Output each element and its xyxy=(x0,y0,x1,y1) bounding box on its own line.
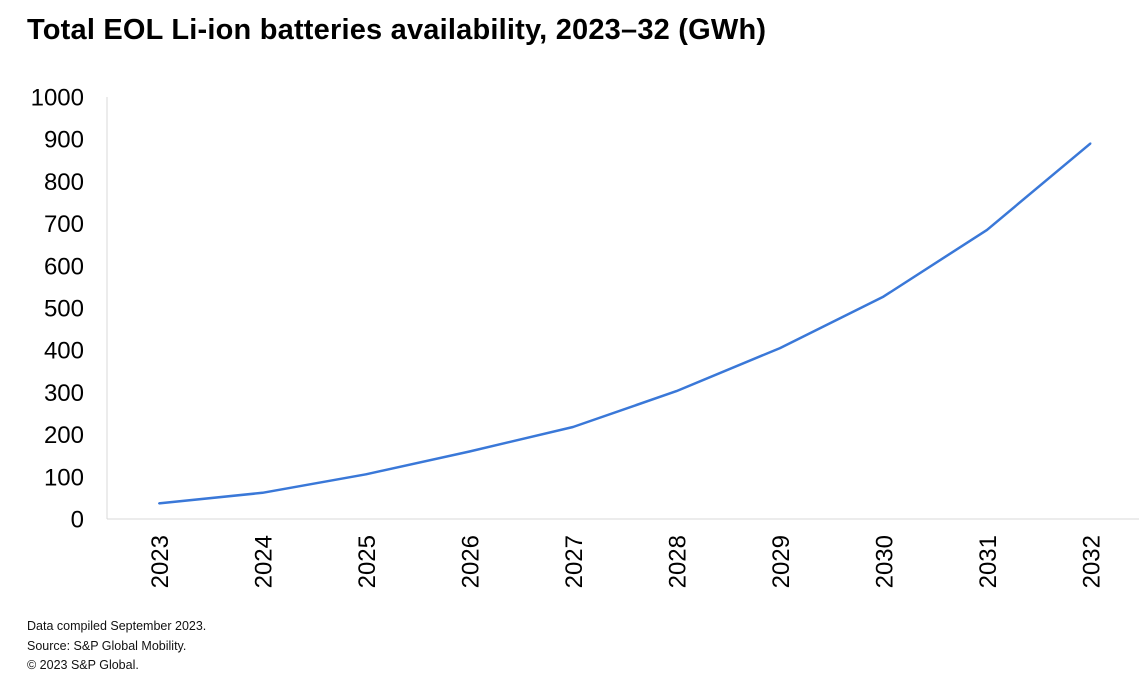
y-tick-label: 100 xyxy=(44,464,84,491)
y-tick-label: 700 xyxy=(44,211,84,238)
data-point xyxy=(365,473,367,476)
data-point xyxy=(468,450,471,453)
x-tick-label: 2032 xyxy=(1079,535,1106,588)
data-point xyxy=(261,491,264,494)
y-tick-label: 500 xyxy=(44,296,84,323)
data-point xyxy=(572,426,574,429)
footnote-source: Source: S&P Global Mobility. xyxy=(27,638,187,653)
data-point xyxy=(158,502,160,505)
footnotes: Data compiled September 2023. Source: S&… xyxy=(27,617,206,676)
data-point xyxy=(779,347,781,350)
y-axis: 0 100 200 300 400 500 600 700 800 900 1000 xyxy=(31,85,108,534)
data-point xyxy=(1089,142,1092,145)
y-tick-label: 300 xyxy=(44,380,84,407)
footnote-copyright: © 2023 S&P Global. xyxy=(27,658,139,672)
y-tick-label: 200 xyxy=(44,422,84,449)
x-tick-label: 2028 xyxy=(665,535,692,588)
x-tick-label: 2026 xyxy=(458,535,485,588)
x-tick-label: 2024 xyxy=(251,535,278,588)
x-tick-label: 2029 xyxy=(768,535,795,588)
x-axis: 2023 2024 2025 2026 2027 2028 2029 2030 2031 2032 xyxy=(107,518,1139,588)
y-tick-label: 900 xyxy=(44,127,84,154)
y-tick-label: 0 xyxy=(71,507,84,534)
data-point xyxy=(675,390,678,393)
x-tick-label: 2027 xyxy=(561,535,588,588)
chart-title: Total EOL Li-ion batteries availability,… xyxy=(27,14,767,46)
footnote-data-compiled: Data compiled September 2023. xyxy=(27,619,207,633)
series-line xyxy=(158,142,1092,505)
x-tick-label: 2031 xyxy=(975,535,1002,588)
x-tick-label: 2025 xyxy=(354,535,381,588)
y-tick-label: 600 xyxy=(44,253,84,280)
y-tick-label: 1000 xyxy=(31,85,84,112)
data-point xyxy=(986,228,988,231)
series-layer xyxy=(158,142,1092,505)
y-tick-label: 800 xyxy=(44,169,84,196)
x-tick-label: 2023 xyxy=(147,535,174,588)
data-point xyxy=(882,295,885,298)
x-tick-label: 2030 xyxy=(872,535,899,588)
y-tick-label: 400 xyxy=(44,338,84,365)
